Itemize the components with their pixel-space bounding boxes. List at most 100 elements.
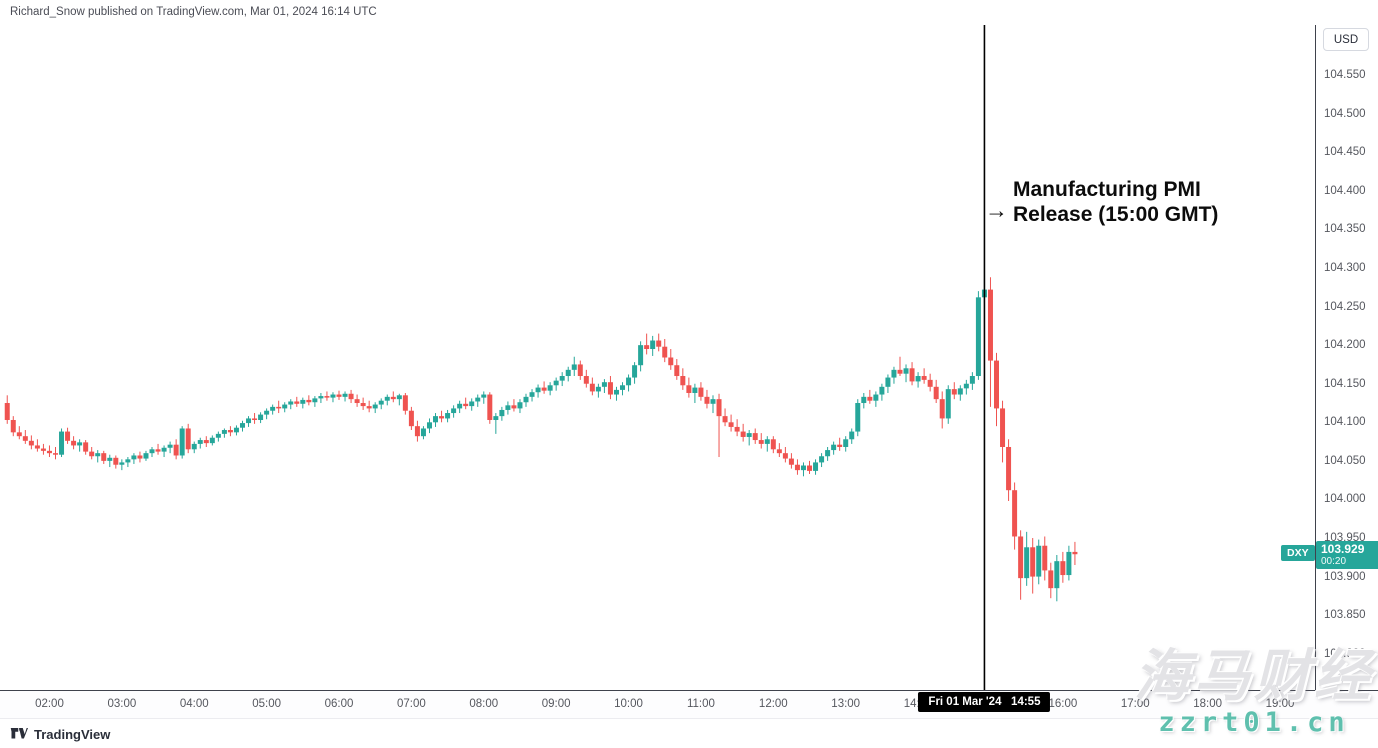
price-tick-label: 103.900: [1324, 570, 1366, 583]
candle: [680, 368, 686, 390]
candle: [565, 366, 571, 382]
candle: [601, 379, 607, 393]
candle: [336, 390, 342, 400]
candle: [52, 446, 58, 460]
candle: [270, 404, 276, 415]
candle: [306, 395, 312, 406]
tradingview-logo-link[interactable]: TradingView: [10, 726, 110, 742]
candle: [571, 356, 577, 377]
candle: [638, 341, 644, 372]
last-price-value: 103.929: [1321, 542, 1365, 557]
candle: [137, 451, 143, 463]
header: Richard_Snow published on TradingView.co…: [0, 0, 1378, 25]
candle: [300, 397, 306, 409]
candle: [764, 436, 770, 452]
candle: [559, 372, 565, 387]
price-tick-label: 104.400: [1324, 184, 1366, 197]
candle: [692, 383, 698, 404]
bar-countdown: 00:20: [1321, 556, 1347, 568]
candle: [215, 431, 221, 442]
candle: [155, 443, 161, 455]
candle: [167, 441, 173, 454]
candle: [662, 338, 668, 363]
candle: [626, 374, 632, 392]
candle: [420, 426, 426, 440]
candle: [674, 359, 680, 380]
candle: [668, 349, 674, 370]
candle: [276, 400, 282, 414]
candle: [318, 392, 324, 404]
candle: [933, 379, 939, 404]
footer: TradingView: [0, 718, 1378, 748]
candle: [758, 433, 764, 449]
candle: [734, 419, 740, 437]
candle: [143, 450, 149, 461]
candle: [855, 399, 861, 437]
candle: [499, 406, 505, 421]
candle: [782, 446, 788, 463]
candle: [294, 396, 300, 407]
candle: [264, 408, 270, 420]
candle: [1072, 541, 1078, 566]
annotation-line2: Release (15:00 GMT): [1013, 203, 1219, 226]
candle: [1024, 531, 1030, 586]
price-tick-label: 104.500: [1324, 107, 1366, 120]
candle: [945, 385, 951, 424]
crosshair-time-label: Fri 01 Mar '24 14:55: [918, 692, 1051, 712]
candle: [1030, 538, 1036, 594]
time-axis[interactable]: Fri 01 Mar '24 14:55 02:00 03:00 04:00 05:0…: [0, 690, 1378, 719]
candle: [396, 393, 402, 406]
candle: [191, 441, 197, 454]
candle: [951, 382, 957, 400]
candle: [457, 400, 463, 414]
time-tick-label: 11:00: [686, 698, 715, 710]
candle: [4, 395, 10, 424]
candle: [800, 462, 806, 477]
candle: [354, 394, 360, 407]
time-tick-label: 03:00: [107, 698, 137, 710]
candle: [113, 455, 119, 469]
candle: [577, 360, 583, 380]
candle: [1006, 439, 1012, 501]
time-tick-label: 17:00: [1120, 698, 1150, 710]
chart-pane[interactable]: → Manufacturing PMI Release (15:00 GMT): [0, 25, 1315, 690]
candle: [372, 402, 378, 414]
price-tick-label: 103.950: [1324, 532, 1366, 545]
candle: [1036, 539, 1042, 585]
candle: [384, 394, 390, 406]
candle: [402, 392, 408, 415]
candle: [439, 410, 445, 423]
candle: [95, 450, 101, 463]
time-tick-label: 02:00: [35, 698, 64, 710]
price-tick-label: 104.450: [1324, 146, 1366, 159]
candle: [819, 453, 825, 468]
candle: [221, 428, 227, 438]
candle: [71, 436, 77, 450]
candle: [366, 400, 372, 413]
price-axis[interactable]: USD 104.550 104.500 104.450 104.400 104.350 1…: [1315, 25, 1378, 690]
candle: [390, 391, 396, 403]
candle: [451, 405, 457, 418]
candle: [360, 397, 366, 410]
candle: [541, 381, 547, 394]
candle: [957, 385, 963, 401]
candle: [125, 457, 131, 468]
candle: [613, 386, 619, 401]
candle: [909, 362, 915, 386]
time-tick-label: 18:00: [1193, 698, 1223, 710]
candle: [927, 373, 933, 392]
candle: [1018, 530, 1024, 600]
candle: [408, 406, 414, 431]
candle: [83, 440, 89, 455]
candle: [414, 420, 420, 442]
currency-button[interactable]: USD: [1323, 28, 1369, 51]
candle: [131, 453, 137, 464]
candle: [101, 450, 107, 464]
candle: [813, 459, 819, 475]
price-tick-label: 104.150: [1324, 377, 1366, 390]
candle: [1000, 400, 1006, 463]
time-tick-label: 16:00: [1048, 698, 1078, 710]
candle: [915, 372, 921, 388]
candle: [65, 427, 71, 444]
candle: [632, 362, 638, 384]
